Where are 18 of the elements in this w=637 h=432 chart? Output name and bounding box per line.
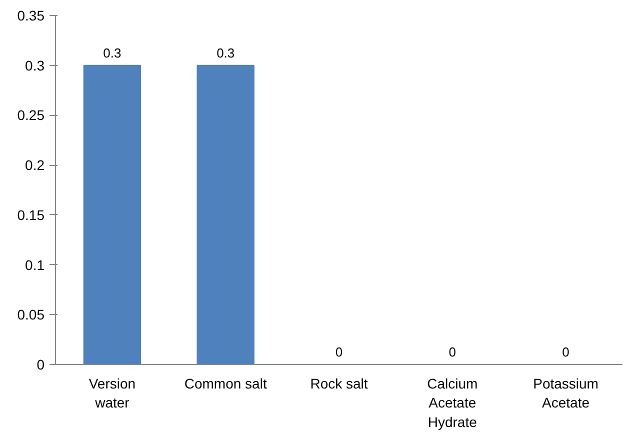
x-tick-label: Calcium Acetate Hydrate <box>427 376 478 430</box>
data-label: 0 <box>448 344 456 360</box>
x-tick-label: Common salt <box>184 376 267 392</box>
x-tick-label: Rock salt <box>310 376 368 392</box>
y-tick-label: 0.15 <box>17 206 45 223</box>
y-tick-label: 0.3 <box>25 57 45 74</box>
y-tick-label: 0.35 <box>17 8 45 24</box>
x-tick-label: Potassium Acetate <box>533 376 598 411</box>
data-label: 0 <box>562 344 570 360</box>
y-tick-label: 0 <box>36 356 45 372</box>
x-tick-label: Version water <box>88 376 136 411</box>
y-tick-label: 0.1 <box>25 256 45 273</box>
data-label: 0.3 <box>103 45 122 60</box>
data-label: 0 <box>335 344 343 360</box>
y-tick-label: 0.25 <box>17 107 45 124</box>
y-tick-label: 0.05 <box>17 306 45 323</box>
y-tick-label: 0.2 <box>25 157 45 174</box>
data-label: 0.3 <box>216 45 235 60</box>
